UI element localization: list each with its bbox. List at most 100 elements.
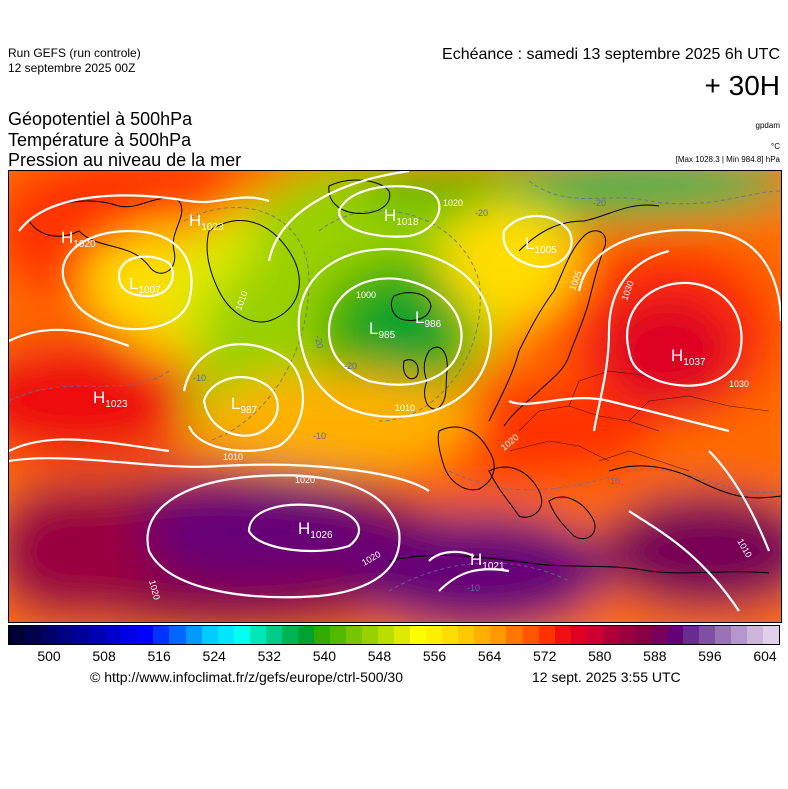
color-scale-tick: 572 (533, 648, 557, 664)
color-scale-ticks: 500 508 516 524 532 540 548 556 564 572 580 588 596 6… (0, 648, 788, 666)
color-scale-swatch (329, 626, 346, 644)
color-scale-swatch (345, 626, 363, 644)
run-date: 12 septembre 2025 00Z (8, 61, 136, 75)
color-scale-tick: 524 (202, 648, 226, 664)
color-scale-swatch (602, 626, 619, 644)
color-scale-swatch (458, 626, 475, 644)
color-scale-swatch (73, 626, 90, 644)
color-scale-swatch (682, 626, 700, 644)
issued-time: 12 sept. 2025 3:55 UTC (532, 669, 681, 685)
isotherm-label: -10 (193, 373, 206, 383)
color-scale-swatch (297, 626, 314, 644)
pressure-center: L985 (369, 319, 396, 341)
isotherm-label: -10 (313, 431, 326, 441)
pressure-center: H1023 (93, 388, 128, 410)
pressure-center: L986 (415, 308, 442, 330)
color-scale-tick: 596 (698, 648, 722, 664)
color-scale-swatch (249, 626, 266, 644)
color-scale-tick: 580 (588, 648, 612, 664)
isobar-label: 1030 (729, 379, 749, 389)
unit-pressure-range: [Max 1028.3 | Min 984.8] hPa (675, 155, 780, 164)
color-scale-swatch (490, 626, 507, 644)
color-scale-swatch (217, 626, 234, 644)
color-scale-swatch (506, 626, 523, 644)
color-scale-swatch (618, 626, 635, 644)
color-scale-swatch (233, 626, 250, 644)
color-scale-tick: 588 (643, 648, 667, 664)
color-scale-tick: 548 (367, 648, 392, 664)
color-scale-swatch (9, 626, 26, 644)
isobar-label: 1020 (295, 475, 315, 485)
forecast-valid-time: Echéance : samedi 13 septembre 2025 6h U… (442, 46, 780, 63)
color-scale-swatch (570, 626, 587, 644)
color-scale-swatch (201, 626, 218, 644)
color-scale-swatch (137, 626, 154, 644)
color-scale (8, 625, 780, 645)
pressure-center: H1023 (189, 211, 224, 233)
isotherm-label: -20 (593, 198, 606, 208)
color-scale-swatch (522, 626, 539, 644)
run-label: Run GEFS (run controle) (8, 46, 141, 60)
isobar-label: 1000 (356, 290, 376, 300)
color-scale-swatch (185, 626, 202, 644)
pressure-center: H1021 (470, 550, 505, 572)
color-scale-swatch (666, 626, 683, 644)
pressure-center: H1037 (671, 346, 706, 368)
color-scale-swatch (265, 626, 282, 644)
color-scale-swatch (442, 626, 459, 644)
color-scale-swatch (169, 626, 186, 644)
unit-temperature: °C (771, 142, 780, 151)
pressure-center: H1020 (61, 228, 96, 250)
color-scale-tick: 516 (147, 648, 171, 664)
color-scale-swatch (394, 626, 411, 644)
legend-geopotential: Géopotentiel à 500hPa (8, 109, 193, 129)
color-scale-swatch (105, 626, 122, 644)
isotherm-label: -20 (475, 208, 488, 218)
color-scale-swatch (634, 626, 651, 644)
color-scale-tick: 500 (37, 648, 61, 664)
color-scale-swatch (715, 626, 732, 644)
isotherm-label: -20 (313, 335, 325, 350)
isobar-label: 1010 (395, 403, 415, 413)
color-scale-swatch (281, 626, 298, 644)
color-scale-swatch (378, 626, 395, 644)
color-scale-swatch (362, 626, 379, 644)
color-scale-tick: 564 (477, 648, 502, 664)
color-scale-swatch (25, 626, 42, 644)
pressure-center: H1018 (384, 206, 419, 228)
color-scale-swatch (699, 626, 716, 644)
color-scale-swatch (474, 626, 491, 644)
isobar-label: 1010 (223, 452, 243, 462)
color-scale-swatch (410, 626, 427, 644)
color-scale-swatch (763, 626, 780, 644)
color-scale-swatch (89, 626, 106, 644)
pressure-center: L1007 (129, 274, 161, 296)
color-scale-tick: 556 (422, 648, 447, 664)
color-scale-swatch (538, 626, 555, 644)
color-scale-swatch (747, 626, 764, 644)
color-scale-swatch (731, 626, 748, 644)
legend-temperature: Température à 500hPa (8, 130, 192, 150)
color-scale-swatch (313, 626, 330, 644)
color-scale-swatch (41, 626, 58, 644)
color-scale-swatch (426, 626, 443, 644)
weather-map: H1020 H1023 L1007 H1023 L987 H1018 L985 … (8, 170, 782, 623)
color-scale-swatch (586, 626, 603, 644)
color-scale-tick: 540 (312, 648, 337, 664)
color-scale-swatch (650, 626, 667, 644)
legend-pressure: Pression au niveau de la mer (8, 150, 242, 170)
color-scale-tick: 508 (92, 648, 116, 664)
color-scale-tick: 532 (257, 648, 281, 664)
pressure-center: L987 (231, 394, 258, 416)
color-scale-swatch (153, 626, 170, 644)
pressure-center: H1026 (298, 519, 333, 541)
isotherm-label: -10 (467, 583, 480, 593)
isotherm-label: -10 (607, 476, 620, 486)
isotherm-label: -20 (344, 361, 357, 371)
unit-geopotential: gpdam (755, 121, 780, 130)
forecast-hour: + 30H (704, 70, 781, 101)
color-scale-swatch (121, 626, 138, 644)
color-scale-tick: 604 (753, 648, 777, 664)
color-scale-swatch (554, 626, 571, 644)
isobar-label: 1020 (443, 198, 463, 208)
